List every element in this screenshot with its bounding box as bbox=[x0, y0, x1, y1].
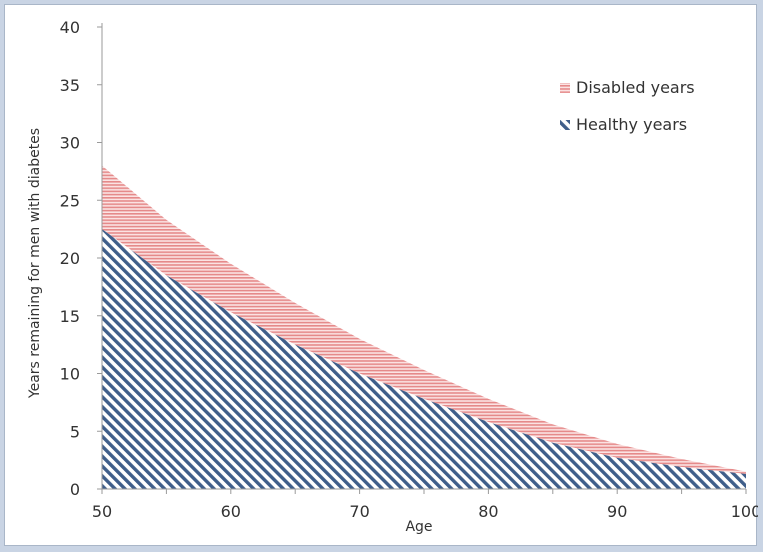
plot-areas bbox=[102, 165, 746, 489]
x-tick-label: 80 bbox=[478, 502, 498, 521]
x-tick-label: 60 bbox=[221, 502, 241, 521]
y-tick-label: 5 bbox=[70, 422, 80, 441]
axes bbox=[97, 23, 747, 494]
x-tick-label: 90 bbox=[607, 502, 627, 521]
legend: Disabled years Healthy years bbox=[560, 78, 695, 134]
legend-item-disabled: Disabled years bbox=[560, 78, 695, 97]
y-tick-label: 30 bbox=[60, 134, 80, 153]
y-tick-labels: 0 5 10 15 20 25 30 35 40 bbox=[60, 18, 80, 499]
area-healthy-years bbox=[102, 229, 746, 489]
y-tick-label: 0 bbox=[70, 480, 80, 499]
y-tick-label: 35 bbox=[60, 76, 80, 95]
x-axis-title: Age bbox=[405, 519, 432, 535]
legend-swatch-disabled bbox=[560, 83, 570, 93]
y-tick-label: 10 bbox=[60, 365, 80, 384]
y-tick-label: 40 bbox=[60, 18, 80, 37]
legend-label-healthy: Healthy years bbox=[576, 115, 687, 134]
legend-swatch-healthy bbox=[560, 120, 570, 130]
chart-frame: 0 5 10 15 20 25 30 35 40 50 60 70 80 90 100 Years rem… bbox=[4, 4, 758, 546]
y-tick-label: 20 bbox=[60, 249, 80, 268]
legend-item-healthy: Healthy years bbox=[560, 115, 687, 134]
y-axis-title: Years remaining for men with diabetes bbox=[27, 128, 43, 399]
legend-label-disabled: Disabled years bbox=[576, 78, 695, 97]
x-tick-label: 70 bbox=[349, 502, 369, 521]
x-tick-label: 50 bbox=[92, 502, 112, 521]
x-tick-label: 100 bbox=[731, 502, 758, 521]
y-tick-label: 25 bbox=[60, 191, 80, 210]
area-chart: 0 5 10 15 20 25 30 35 40 50 60 70 80 90 100 Years rem… bbox=[27, 18, 758, 535]
x-tick-labels: 50 60 70 80 90 100 bbox=[92, 502, 758, 521]
y-tick-label: 15 bbox=[60, 307, 80, 326]
